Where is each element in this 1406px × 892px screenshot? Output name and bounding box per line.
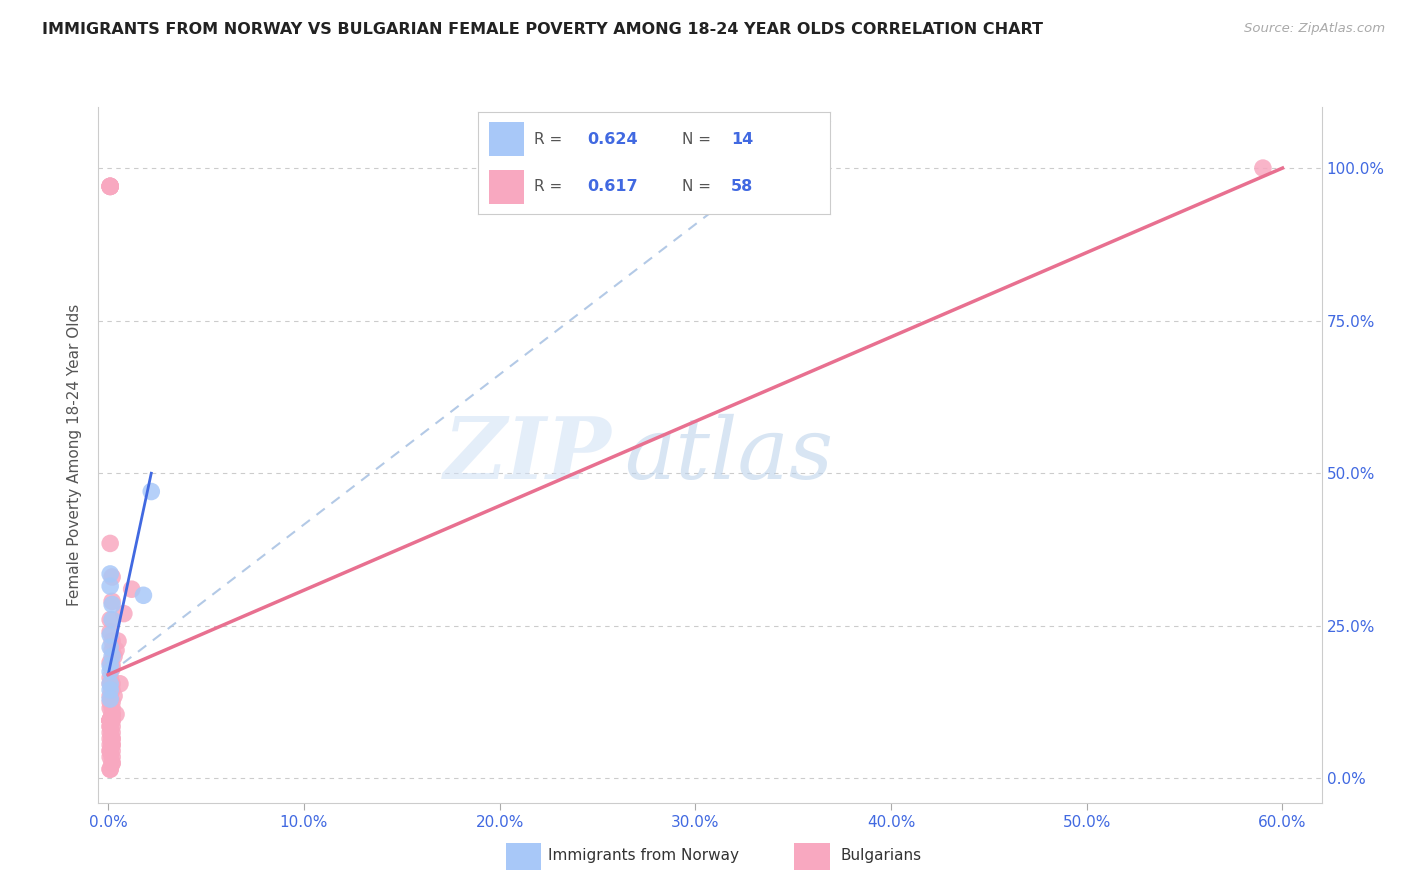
Point	[141, 484, 163, 499]
Text: IMMIGRANTS FROM NORWAY VS BULGARIAN FEMALE POVERTY AMONG 18-24 YEAR OLDS CORRELA: IMMIGRANTS FROM NORWAY VS BULGARIAN FEMA…	[42, 22, 1043, 37]
Point	[103, 649, 125, 664]
Point	[98, 613, 121, 627]
Point	[98, 719, 121, 733]
Point	[132, 588, 155, 602]
Point	[101, 634, 124, 648]
Point	[98, 566, 121, 581]
Point	[98, 744, 121, 758]
Point	[98, 179, 121, 194]
Point	[101, 756, 124, 771]
Point	[101, 756, 124, 771]
Point	[101, 714, 124, 728]
Point	[101, 731, 124, 746]
Point	[101, 682, 124, 697]
Point	[101, 719, 124, 733]
Point	[98, 536, 121, 550]
Point	[98, 682, 121, 697]
FancyBboxPatch shape	[489, 170, 524, 204]
Point	[98, 719, 121, 733]
Point	[98, 738, 121, 752]
Text: Bulgarians: Bulgarians	[841, 848, 922, 863]
Point	[101, 707, 124, 722]
Point	[98, 762, 121, 776]
Text: R =: R =	[534, 132, 568, 146]
FancyBboxPatch shape	[489, 122, 524, 155]
Point	[98, 695, 121, 709]
Point	[98, 725, 121, 739]
Text: 14: 14	[731, 132, 754, 146]
Point	[98, 671, 121, 685]
Text: atlas: atlas	[624, 414, 834, 496]
Point	[103, 689, 125, 703]
Point	[101, 598, 124, 612]
Point	[101, 649, 124, 664]
Text: ZIP: ZIP	[444, 413, 612, 497]
Point	[98, 658, 121, 673]
Point	[98, 744, 121, 758]
Point	[98, 714, 121, 728]
Point	[101, 714, 124, 728]
Point	[101, 613, 124, 627]
Point	[101, 594, 124, 608]
Point	[98, 692, 121, 706]
Point	[101, 738, 124, 752]
Point	[98, 656, 121, 670]
Point	[101, 658, 124, 673]
Point	[121, 582, 143, 597]
Point	[101, 738, 124, 752]
Point	[101, 731, 124, 746]
Point	[98, 179, 121, 194]
Point	[101, 744, 124, 758]
Point	[98, 665, 121, 679]
Point	[101, 725, 124, 739]
Y-axis label: Female Poverty Among 18-24 Year Olds: Female Poverty Among 18-24 Year Olds	[67, 304, 83, 606]
Point	[101, 701, 124, 715]
Point	[98, 762, 121, 776]
Point	[112, 607, 135, 621]
Point	[98, 624, 121, 639]
Point	[101, 750, 124, 764]
Point	[98, 179, 121, 194]
Point	[98, 179, 121, 194]
Point	[98, 689, 121, 703]
Point	[1251, 161, 1274, 175]
Point	[105, 643, 128, 657]
Point	[98, 714, 121, 728]
Text: N =: N =	[682, 132, 716, 146]
Point	[98, 714, 121, 728]
Point	[98, 750, 121, 764]
Point	[98, 640, 121, 655]
Text: 0.624: 0.624	[588, 132, 638, 146]
Point	[108, 677, 131, 691]
Text: R =: R =	[534, 179, 568, 194]
Point	[98, 714, 121, 728]
Point	[98, 714, 121, 728]
Point	[101, 695, 124, 709]
Point	[101, 661, 124, 675]
Point	[105, 707, 128, 722]
Point	[101, 643, 124, 657]
Point	[98, 179, 121, 194]
Point	[101, 677, 124, 691]
Point	[98, 731, 121, 746]
Text: Source: ZipAtlas.com: Source: ZipAtlas.com	[1244, 22, 1385, 36]
Point	[98, 677, 121, 691]
Point	[107, 634, 129, 648]
Text: N =: N =	[682, 179, 716, 194]
Point	[98, 701, 121, 715]
Point	[101, 570, 124, 584]
Point	[98, 714, 121, 728]
Text: 58: 58	[731, 179, 754, 194]
Point	[98, 579, 121, 593]
Point	[98, 714, 121, 728]
Text: Immigrants from Norway: Immigrants from Norway	[548, 848, 740, 863]
Point	[98, 628, 121, 642]
Point	[101, 707, 124, 722]
Point	[98, 677, 121, 691]
Text: 0.617: 0.617	[588, 179, 638, 194]
